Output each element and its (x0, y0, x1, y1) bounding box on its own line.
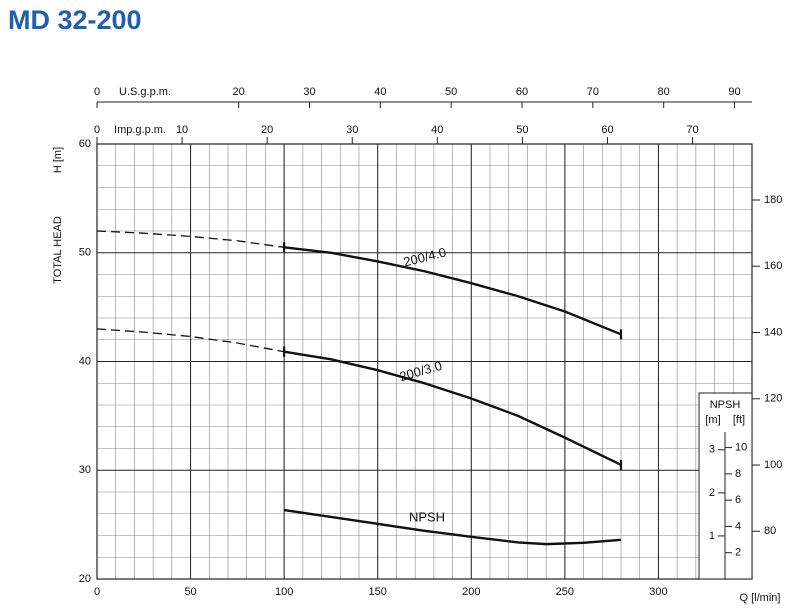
top-axis-tick-label: 50 (516, 124, 528, 136)
npsh-inset: NPSH [m] [ft] 1 2 3 2 4 6 8 10 (698, 392, 753, 580)
y2-tick-label: 180 (764, 194, 782, 206)
top-axis-label: Imp.g.p.m. (114, 124, 166, 136)
top-axis-tick-label: 10 (176, 124, 188, 136)
x-tick-label: 150 (369, 586, 387, 598)
x-tick-label: 250 (556, 586, 574, 598)
npsh-ft-tick-label: 10 (735, 441, 747, 453)
y2-tick-label: 100 (764, 459, 782, 471)
npsh-ft-tick-label: 6 (735, 494, 741, 506)
top-axis-tick-label: 60 (601, 124, 613, 136)
npsh-unit-m: [m] (705, 414, 720, 426)
curve-dashed (96, 230, 285, 248)
top-axis-tick-label: 0 (94, 86, 100, 98)
x-tick-label: 200 (462, 586, 480, 598)
top-axis-tick-label: 70 (686, 124, 698, 136)
top-axis-tick-label: 0 (94, 124, 100, 136)
chart-title: MD 32-200 (8, 5, 142, 35)
top-axis-tick-label: 60 (516, 86, 528, 98)
top-axis-tick-label: 30 (303, 86, 315, 98)
npsh-unit-ft: [ft] (733, 414, 745, 426)
curve-dashed (96, 328, 285, 353)
y-tick-label: 40 (79, 355, 91, 367)
y-axis-unit: H [m] (52, 147, 64, 173)
x-tick-label: 50 (184, 586, 196, 598)
npsh-ft-tick-label: 8 (735, 468, 741, 480)
y2-tick-label: 120 (764, 393, 782, 405)
x-tick-label: 300 (649, 586, 667, 598)
curve-label: NPSH (409, 509, 445, 524)
curve-label: 200/4.0 (402, 244, 448, 269)
top-axis-tick-label: 40 (431, 124, 443, 136)
top-axis-tick-label: 50 (445, 86, 457, 98)
x-axis-label: Q [l/min] (740, 592, 781, 604)
top-axis-label: U.S.g.p.m. (119, 86, 171, 98)
y-tick-label: 30 (79, 464, 91, 476)
y-axis-label: TOTAL HEAD (52, 216, 64, 284)
top-axis-tick-label: 80 (658, 86, 670, 98)
y2-tick-label: 80 (764, 525, 776, 537)
curve (283, 350, 622, 466)
npsh-m-tick-label: 3 (709, 444, 715, 456)
npsh-ft-tick-label: 2 (735, 547, 741, 559)
y2-tick-label: 160 (764, 260, 782, 272)
x-tick-label: 0 (94, 586, 100, 598)
curve (284, 246, 622, 336)
y-tick-label: 20 (79, 573, 91, 585)
top-axis-tick-label: 30 (346, 124, 358, 136)
top-axis-tick-label: 70 (587, 86, 599, 98)
npsh-ft-tick-label: 4 (735, 520, 741, 532)
npsh-title: NPSH (710, 399, 741, 411)
y-tick-label: 50 (79, 247, 91, 259)
top-axis-tick-label: 90 (728, 86, 740, 98)
y2-tick-label: 140 (764, 326, 782, 338)
npsh-m-tick-label: 1 (709, 530, 715, 542)
npsh-m-tick-label: 2 (709, 487, 715, 499)
top-axis-tick-label: 20 (233, 86, 245, 98)
y-tick-label: 60 (79, 138, 91, 150)
top-axis-tick-label: 40 (374, 86, 386, 98)
curve (283, 508, 622, 546)
top-axis-tick-label: 20 (261, 124, 273, 136)
x-tick-label: 100 (275, 586, 293, 598)
